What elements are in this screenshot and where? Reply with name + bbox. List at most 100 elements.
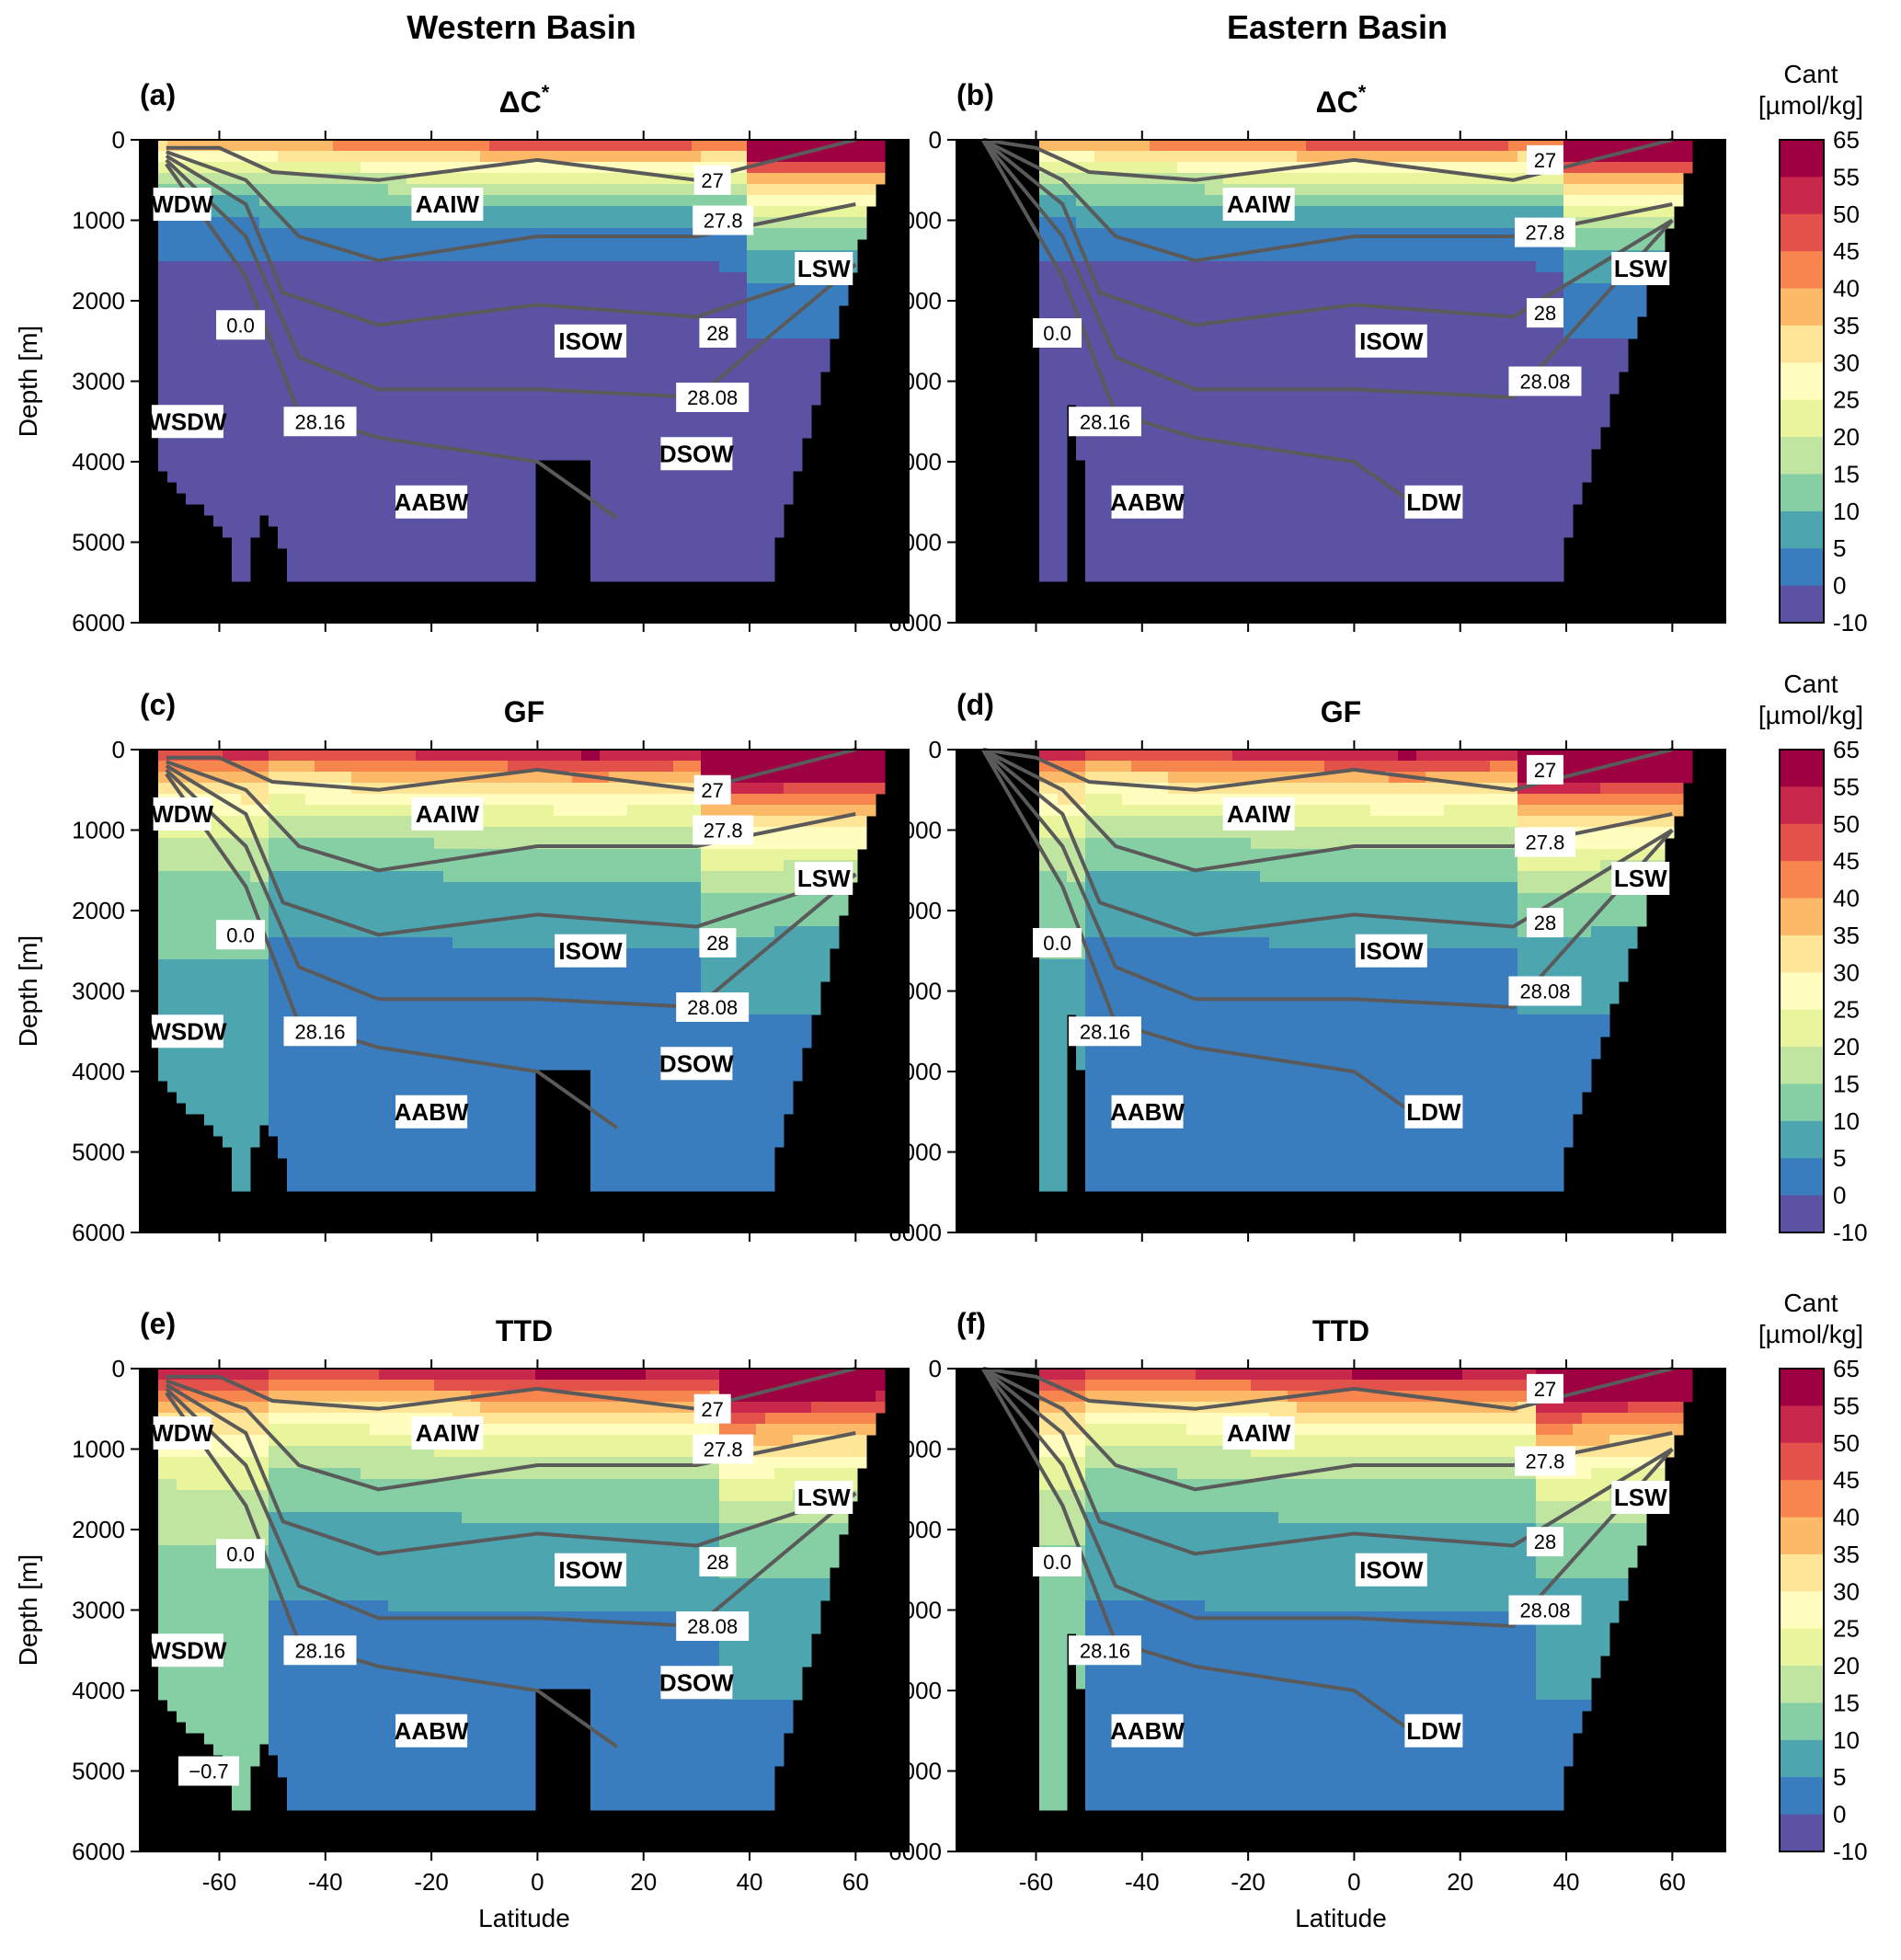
heatmap-cell bbox=[655, 482, 665, 494]
heatmap-cell bbox=[489, 405, 499, 417]
heatmap-cell bbox=[1140, 217, 1151, 229]
heatmap-cell bbox=[324, 272, 334, 284]
heatmap-cell bbox=[1214, 283, 1224, 295]
heatmap-cell bbox=[186, 250, 196, 262]
heatmap-cell bbox=[498, 195, 509, 207]
heatmap-cell bbox=[508, 162, 518, 174]
heatmap-cell bbox=[1389, 184, 1399, 196]
heatmap-cell bbox=[1306, 162, 1316, 174]
heatmap-cell bbox=[508, 570, 518, 582]
heatmap-cell bbox=[213, 272, 223, 284]
heatmap-cell bbox=[1131, 438, 1141, 450]
heatmap-cell bbox=[1306, 184, 1316, 196]
heatmap-cell bbox=[664, 316, 674, 328]
heatmap-cell bbox=[1076, 305, 1086, 317]
heatmap-cell bbox=[1527, 250, 1537, 262]
heatmap-cell bbox=[627, 195, 637, 207]
heatmap-cell bbox=[636, 151, 647, 163]
heatmap-cell bbox=[407, 537, 417, 549]
heatmap-cell bbox=[1407, 405, 1417, 417]
heatmap-cell bbox=[1168, 361, 1178, 373]
heatmap-cell bbox=[1453, 261, 1463, 273]
heatmap-cell bbox=[1288, 372, 1298, 384]
heatmap-cell bbox=[1315, 184, 1325, 196]
heatmap-cell bbox=[351, 570, 361, 582]
heatmap-cell bbox=[682, 570, 693, 582]
heatmap-cell bbox=[1196, 394, 1206, 406]
heatmap-cell bbox=[250, 460, 260, 472]
heatmap-cell bbox=[1186, 438, 1197, 450]
heatmap-cell bbox=[682, 140, 693, 152]
heatmap-cell bbox=[305, 305, 315, 317]
heatmap-cell bbox=[1472, 537, 1482, 549]
heatmap-cell bbox=[655, 261, 665, 273]
heatmap-cell bbox=[1131, 471, 1141, 483]
heatmap-cell bbox=[1094, 394, 1105, 406]
heatmap-cell bbox=[728, 151, 739, 163]
heatmap-cell bbox=[1131, 316, 1141, 328]
heatmap-cell bbox=[544, 361, 555, 373]
heatmap-cell bbox=[379, 526, 389, 538]
heatmap-cell bbox=[1315, 250, 1325, 262]
heatmap-cell bbox=[1324, 482, 1334, 494]
heatmap-cell bbox=[259, 261, 269, 273]
heatmap-cell bbox=[1361, 305, 1371, 317]
heatmap-cell bbox=[1104, 350, 1114, 361]
heatmap-cell bbox=[305, 272, 315, 284]
heatmap-cell bbox=[866, 184, 876, 196]
heatmap-cell bbox=[1462, 184, 1472, 196]
heatmap-cell bbox=[747, 272, 757, 284]
heatmap-cell bbox=[1297, 261, 1307, 273]
heatmap-cell bbox=[701, 570, 711, 582]
heatmap-cell bbox=[682, 206, 693, 218]
heatmap-cell bbox=[250, 228, 260, 240]
heatmap-cell bbox=[1131, 162, 1141, 174]
heatmap-cell bbox=[434, 548, 444, 560]
heatmap-cell bbox=[1508, 261, 1518, 273]
heatmap-cell bbox=[480, 151, 490, 163]
heatmap-cell bbox=[462, 548, 472, 560]
heatmap-cell bbox=[333, 294, 343, 306]
heatmap-cell bbox=[1177, 206, 1187, 218]
heatmap-cell bbox=[535, 416, 545, 428]
heatmap-cell bbox=[1517, 427, 1528, 439]
heatmap-cell bbox=[315, 239, 325, 251]
heatmap-cell bbox=[204, 460, 214, 472]
heatmap-cell bbox=[719, 239, 729, 251]
heatmap-cell bbox=[1260, 140, 1270, 152]
heatmap-cell bbox=[774, 228, 784, 240]
heatmap-cell bbox=[452, 305, 463, 317]
heatmap-cell bbox=[1435, 173, 1445, 185]
heatmap-cell bbox=[1426, 372, 1436, 384]
heatmap-cell bbox=[1499, 327, 1509, 339]
heatmap-cell bbox=[471, 570, 481, 582]
heatmap-cell bbox=[1435, 250, 1445, 262]
heatmap-cell bbox=[1094, 504, 1105, 516]
heatmap-cell bbox=[1242, 272, 1252, 284]
heatmap-cell bbox=[397, 515, 407, 527]
heatmap-cell bbox=[1076, 372, 1086, 384]
heatmap-cell bbox=[692, 504, 702, 516]
heatmap-cell bbox=[820, 327, 830, 339]
heatmap-cell bbox=[517, 482, 527, 494]
heatmap-cell bbox=[517, 250, 527, 262]
heatmap-cell bbox=[710, 526, 720, 538]
heatmap-cell bbox=[609, 493, 619, 505]
heatmap-cell bbox=[232, 162, 242, 174]
heatmap-cell bbox=[572, 305, 582, 317]
heatmap-cell bbox=[1278, 338, 1288, 350]
heatmap-cell bbox=[793, 327, 803, 339]
heatmap-cell bbox=[508, 217, 518, 229]
heatmap-cell bbox=[646, 272, 656, 284]
heatmap-cell bbox=[1122, 217, 1132, 229]
heatmap-cell bbox=[1435, 217, 1445, 229]
heatmap-cell bbox=[554, 305, 564, 317]
heatmap-cell bbox=[1517, 316, 1528, 328]
heatmap-cell bbox=[1058, 184, 1068, 196]
water-mass-label: DSOW bbox=[659, 440, 734, 467]
heatmap-cell bbox=[1306, 327, 1316, 339]
heatmap-cell bbox=[1426, 151, 1436, 163]
heatmap-cell bbox=[1536, 261, 1546, 273]
heatmap-cell bbox=[1370, 361, 1380, 373]
heatmap-cell bbox=[443, 350, 453, 361]
